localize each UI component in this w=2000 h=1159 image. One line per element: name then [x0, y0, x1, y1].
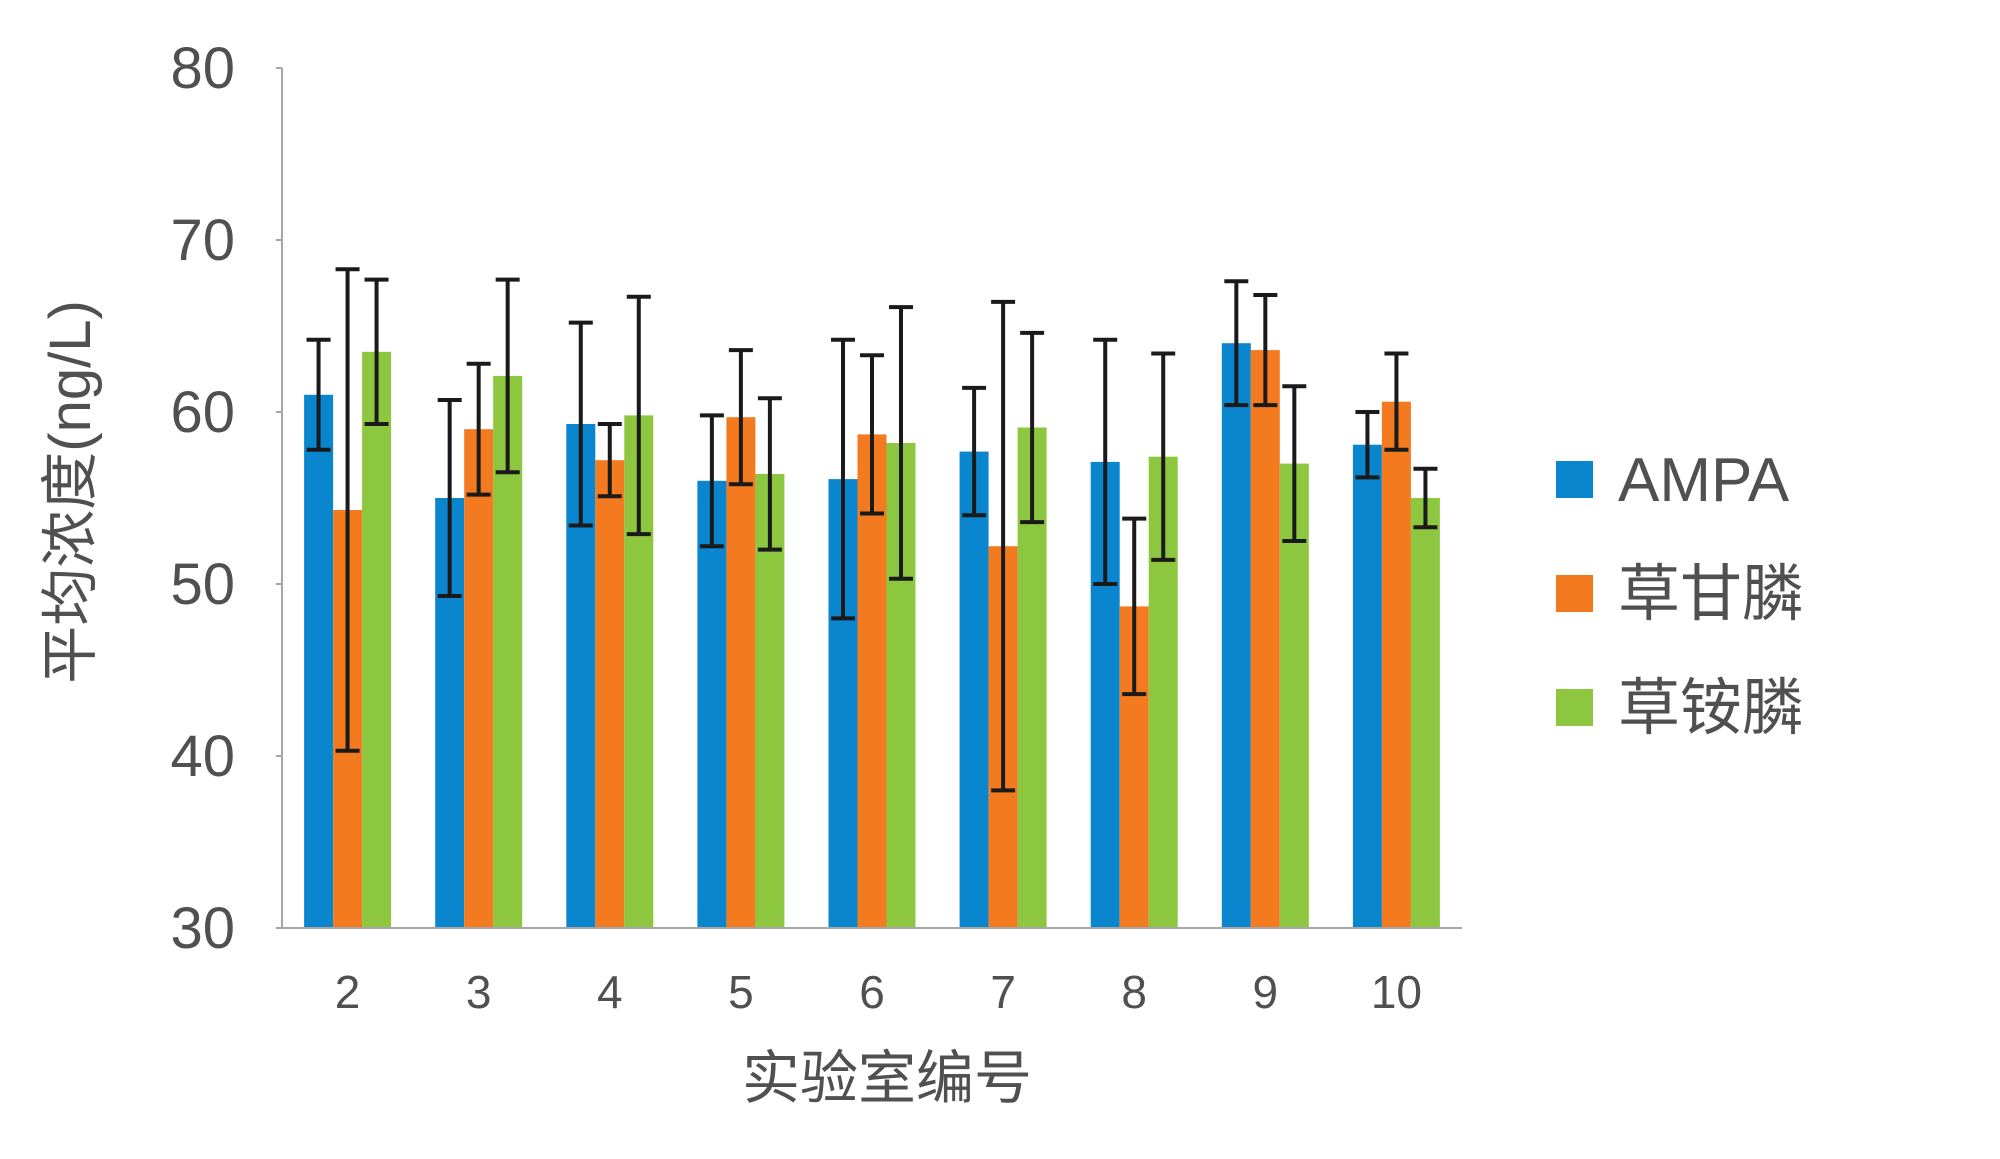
- error-bar-3-5: [757, 396, 782, 552]
- error-bar-1-10: [1355, 410, 1380, 480]
- x-tick-label: 4: [597, 966, 623, 1018]
- error-bar-1-8: [1093, 337, 1118, 586]
- error-bar-2-2: [335, 267, 360, 753]
- x-tick-label: 5: [728, 966, 754, 1018]
- error-bar-2-10: [1384, 351, 1409, 452]
- error-bar-2-4: [597, 422, 622, 499]
- x-tick-label: 2: [335, 966, 361, 1018]
- bar-2-6: [857, 434, 887, 928]
- bar-2-9: [1250, 350, 1280, 929]
- error-bar-group: [306, 267, 1438, 793]
- legend-label: 草铵膦: [1618, 674, 1804, 743]
- y-axis-title: 平均浓度(ng/L): [38, 300, 103, 684]
- x-tick-label: 8: [1121, 966, 1147, 1018]
- bar-1-7: [959, 451, 989, 928]
- bar-1-9: [1221, 343, 1251, 928]
- error-bar-2-5: [728, 348, 753, 487]
- legend-swatch: [1556, 461, 1593, 498]
- bar-series-group: [304, 343, 1440, 929]
- legend-swatch: [1556, 689, 1593, 726]
- x-tick-label: 9: [1253, 966, 1279, 1018]
- legend-swatch: [1556, 575, 1593, 612]
- bar-1-5: [697, 480, 727, 928]
- error-bar-1-7: [962, 385, 987, 518]
- bar-2-5: [726, 417, 756, 928]
- legend-item: 草铵膦: [1556, 674, 1804, 743]
- error-bar-3-8: [1151, 351, 1176, 562]
- bar-1-2: [304, 394, 334, 928]
- legend-item: AMPA: [1556, 446, 1790, 515]
- bar-1-10: [1352, 444, 1382, 928]
- error-bar-1-3: [437, 398, 462, 598]
- x-tick-label: 3: [466, 966, 492, 1018]
- error-bar-1-5: [699, 413, 724, 549]
- x-axis-title: 实验室编号: [742, 1046, 1032, 1111]
- error-bar-3-9: [1282, 384, 1307, 543]
- x-tick-label: 7: [990, 966, 1016, 1018]
- x-tick-label: 6: [859, 966, 885, 1018]
- error-bar-3-2: [364, 277, 389, 426]
- error-bar-3-6: [889, 305, 913, 581]
- y-tick-label: 40: [170, 724, 235, 789]
- error-bar-3-4: [626, 294, 651, 537]
- legend-label: AMPA: [1618, 446, 1790, 515]
- error-bar-2-6: [860, 353, 884, 516]
- x-tick-label: 10: [1371, 966, 1422, 1018]
- error-bar-2-8: [1122, 516, 1147, 697]
- error-bar-3-3: [495, 277, 520, 475]
- bar-3-2: [362, 351, 392, 928]
- error-bar-3-10: [1413, 466, 1438, 530]
- error-bar-2-7: [991, 299, 1016, 793]
- error-bar-1-9: [1224, 279, 1249, 408]
- legend-item: 草甘膦: [1556, 560, 1804, 629]
- axes-group: 30 40 50 60 70 80 2 3 4 5 6 7 8 9 10: [170, 36, 1462, 1018]
- error-bar-3-7: [1020, 330, 1045, 525]
- error-bar-1-4: [568, 320, 593, 528]
- error-bar-1-2: [306, 337, 331, 452]
- error-bar-2-9: [1253, 293, 1278, 408]
- y-tick-label: 60: [170, 380, 235, 445]
- y-tick-label: 30: [170, 896, 235, 961]
- bar-2-3: [464, 429, 494, 928]
- bar-2-10: [1381, 401, 1411, 928]
- bar-3-10: [1410, 498, 1440, 928]
- legend-label: 草甘膦: [1618, 560, 1804, 629]
- bar-2-4: [595, 460, 625, 928]
- y-tick-label: 50: [170, 552, 235, 617]
- y-tick-label: 70: [170, 208, 235, 273]
- error-bar-2-3: [466, 361, 491, 497]
- error-bar-1-6: [831, 337, 855, 621]
- y-tick-label: 80: [170, 36, 235, 101]
